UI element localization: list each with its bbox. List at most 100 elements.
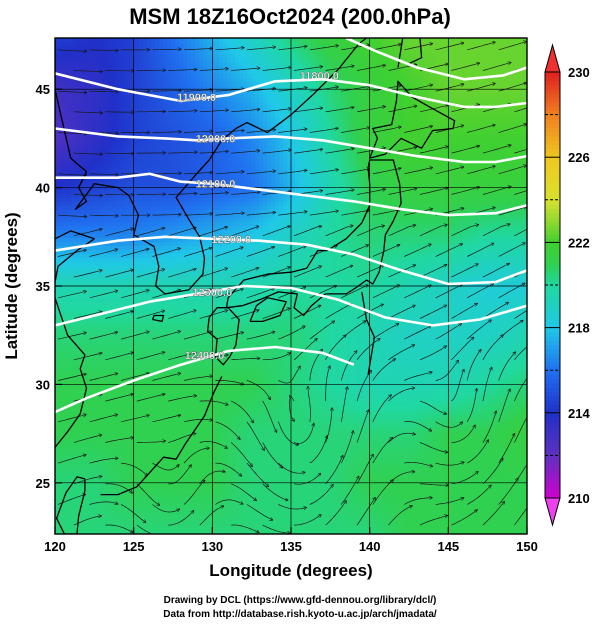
heatmap-cell xyxy=(515,46,520,51)
heatmap-cell xyxy=(87,50,92,55)
heatmap-cell xyxy=(367,94,372,99)
heatmap-cell xyxy=(523,114,527,119)
heatmap-cell xyxy=(343,138,348,143)
heatmap-cell xyxy=(255,166,260,171)
heatmap-cell xyxy=(391,198,396,203)
heatmap-cell xyxy=(83,158,88,163)
heatmap-cell xyxy=(303,58,308,63)
heatmap-cell xyxy=(383,78,388,83)
heatmap-cell xyxy=(203,78,208,83)
heatmap-cell xyxy=(347,102,352,107)
heatmap-cell xyxy=(283,158,288,163)
heatmap-cell xyxy=(303,70,308,75)
heatmap-cell xyxy=(523,70,527,75)
heatmap-cell xyxy=(387,94,392,99)
heatmap-cell xyxy=(383,74,388,79)
heatmap-cell xyxy=(379,42,384,47)
heatmap-cell xyxy=(283,42,288,47)
heatmap-cell xyxy=(331,62,336,67)
heatmap-cell xyxy=(183,50,188,55)
heatmap-cell xyxy=(443,122,448,127)
heatmap-cell xyxy=(295,194,300,199)
heatmap-cell xyxy=(431,50,436,55)
heatmap-cell xyxy=(275,82,280,87)
heatmap-cell xyxy=(491,86,496,91)
heatmap-cell xyxy=(319,142,324,147)
heatmap-cell xyxy=(275,174,280,179)
heatmap-cell xyxy=(123,198,128,203)
heatmap-cell xyxy=(55,178,60,183)
heatmap-cell xyxy=(79,170,84,175)
heatmap-cell xyxy=(335,90,340,95)
heatmap-cell xyxy=(475,70,480,75)
heatmap-cell xyxy=(135,114,140,119)
heatmap-cell xyxy=(251,102,256,107)
heatmap-cell xyxy=(55,66,60,71)
heatmap-cell xyxy=(103,122,108,127)
heatmap-cell xyxy=(67,42,72,47)
heatmap-cell xyxy=(415,198,420,203)
heatmap-cell xyxy=(139,126,144,131)
heatmap-cell xyxy=(407,46,412,51)
heatmap-cell xyxy=(63,162,68,167)
heatmap-cell xyxy=(483,138,488,143)
heatmap-cell xyxy=(211,50,216,55)
heatmap-cell xyxy=(75,150,80,155)
heatmap-cell xyxy=(143,182,148,187)
heatmap-cell xyxy=(259,62,264,67)
heatmap-cell xyxy=(447,166,452,171)
heatmap-cell xyxy=(423,190,428,195)
heatmap-cell xyxy=(91,86,96,91)
heatmap-cell xyxy=(451,110,456,115)
heatmap-cell xyxy=(255,170,260,175)
heatmap-cell xyxy=(195,62,200,67)
heatmap-cell xyxy=(463,86,468,91)
heatmap-cell xyxy=(443,98,448,103)
heatmap-cell xyxy=(263,74,268,79)
heatmap-cell xyxy=(431,158,436,163)
heatmap-cell xyxy=(483,158,488,163)
heatmap-cell xyxy=(411,150,416,155)
heatmap-cell xyxy=(467,98,472,103)
heatmap-cell xyxy=(523,198,527,203)
heatmap-cell xyxy=(447,114,452,119)
heatmap-cell xyxy=(131,198,136,203)
heatmap-cell xyxy=(375,150,380,155)
heatmap-cell xyxy=(487,54,492,59)
heatmap-cell xyxy=(523,42,527,47)
heatmap-cell xyxy=(183,206,188,211)
heatmap-cell xyxy=(347,90,352,95)
heatmap-cell xyxy=(423,114,428,119)
heatmap-cell xyxy=(431,42,436,47)
heatmap-cell xyxy=(195,130,200,135)
heatmap-cell xyxy=(279,90,284,95)
heatmap-cell xyxy=(395,98,400,103)
heatmap-cell xyxy=(79,66,84,71)
heatmap-cell xyxy=(235,50,240,55)
heatmap-cell xyxy=(143,118,148,123)
heatmap-cell xyxy=(315,126,320,131)
heatmap-cell xyxy=(167,198,172,203)
heatmap-cell xyxy=(379,134,384,139)
heatmap-cell xyxy=(115,70,120,75)
heatmap-cell xyxy=(59,110,64,115)
heatmap-cell xyxy=(439,162,444,167)
heatmap-cell xyxy=(451,70,456,75)
heatmap-cell xyxy=(479,54,484,59)
heatmap-cell xyxy=(231,178,236,183)
heatmap-cell xyxy=(83,122,88,127)
heatmap-cell xyxy=(343,130,348,135)
heatmap-cell xyxy=(435,102,440,107)
heatmap-cell xyxy=(83,118,88,123)
heatmap-cell xyxy=(327,102,332,107)
heatmap-cell xyxy=(115,114,120,119)
heatmap-cell xyxy=(311,182,316,187)
heatmap-cell xyxy=(495,70,500,75)
heatmap-cell xyxy=(119,74,124,79)
heatmap-cell xyxy=(503,130,508,135)
heatmap-cell xyxy=(119,70,124,75)
heatmap-cell xyxy=(479,46,484,51)
heatmap-cell xyxy=(475,50,480,55)
heatmap-cell xyxy=(407,158,412,163)
heatmap-cell xyxy=(287,126,292,131)
